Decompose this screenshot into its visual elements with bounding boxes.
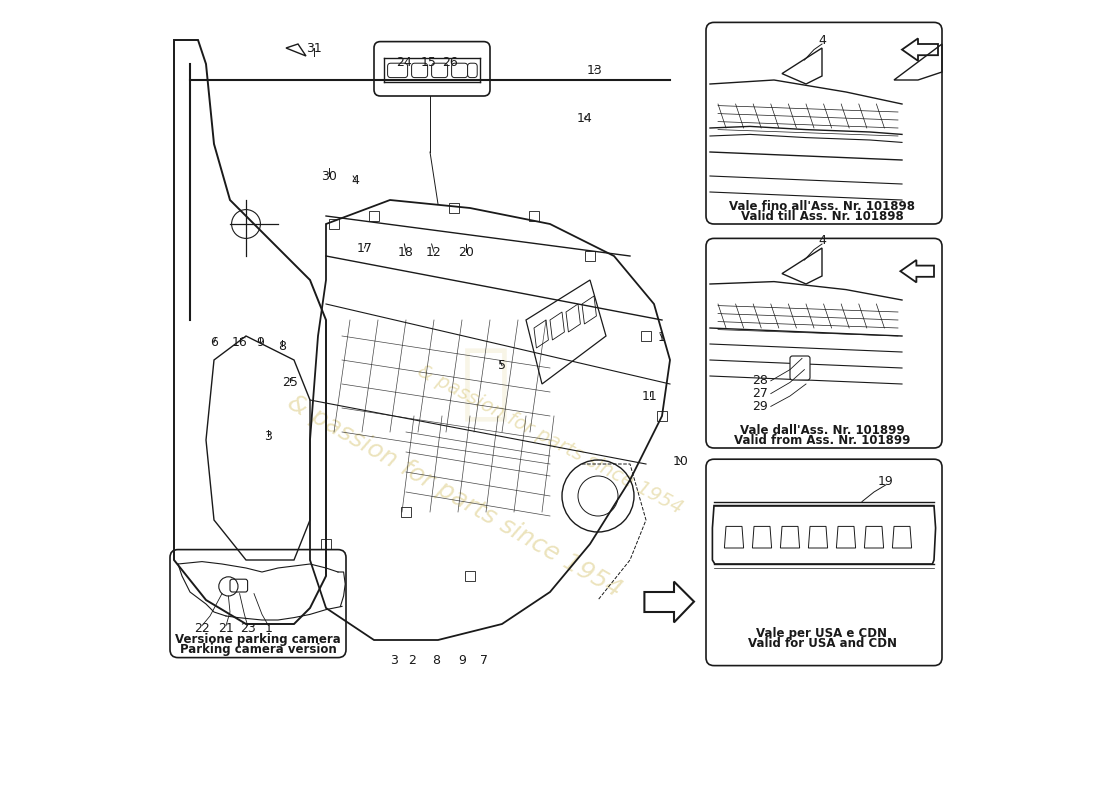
Text: 16: 16 bbox=[232, 336, 248, 349]
Text: & passion for parts since 1954: & passion for parts since 1954 bbox=[414, 362, 686, 518]
Text: & passion for parts since 1954: & passion for parts since 1954 bbox=[283, 390, 626, 602]
Text: 26: 26 bbox=[442, 56, 458, 69]
FancyBboxPatch shape bbox=[431, 63, 448, 78]
FancyBboxPatch shape bbox=[790, 356, 810, 380]
Text: 13: 13 bbox=[587, 64, 603, 77]
Text: 15: 15 bbox=[420, 56, 437, 69]
Text: 8: 8 bbox=[278, 340, 286, 353]
Text: 6: 6 bbox=[210, 336, 218, 349]
Text: Vale fino all'Ass. Nr. 101898: Vale fino all'Ass. Nr. 101898 bbox=[729, 200, 915, 213]
Text: 28: 28 bbox=[751, 374, 768, 387]
Text: 20: 20 bbox=[458, 246, 474, 258]
FancyBboxPatch shape bbox=[374, 42, 490, 96]
Text: 30: 30 bbox=[321, 170, 337, 182]
Text: Versione parking camera: Versione parking camera bbox=[175, 634, 341, 646]
Text: 27: 27 bbox=[751, 387, 768, 400]
Text: 5: 5 bbox=[498, 359, 506, 372]
Text: 19: 19 bbox=[878, 475, 894, 488]
Text: 22: 22 bbox=[194, 622, 210, 634]
FancyBboxPatch shape bbox=[170, 550, 346, 658]
FancyBboxPatch shape bbox=[387, 63, 408, 78]
Text: 7: 7 bbox=[481, 654, 488, 666]
FancyBboxPatch shape bbox=[468, 63, 477, 78]
FancyBboxPatch shape bbox=[706, 22, 942, 224]
Text: 25: 25 bbox=[282, 376, 298, 389]
Text: Valid for USA and CDN: Valid for USA and CDN bbox=[748, 637, 896, 650]
Text: 9: 9 bbox=[458, 654, 466, 666]
Text: 1: 1 bbox=[264, 622, 273, 634]
Text: Valid from Ass. Nr. 101899: Valid from Ass. Nr. 101899 bbox=[734, 434, 910, 446]
Text: 18: 18 bbox=[398, 246, 414, 258]
FancyBboxPatch shape bbox=[706, 238, 942, 448]
Text: 9: 9 bbox=[256, 336, 264, 349]
Text: 3: 3 bbox=[390, 654, 398, 666]
Text: 🐎: 🐎 bbox=[461, 343, 512, 425]
Text: 2: 2 bbox=[408, 654, 416, 666]
Text: 10: 10 bbox=[672, 455, 689, 468]
Text: Vale dall'Ass. Nr. 101899: Vale dall'Ass. Nr. 101899 bbox=[739, 424, 904, 437]
Text: Valid till Ass. Nr. 101898: Valid till Ass. Nr. 101898 bbox=[740, 210, 903, 222]
Text: 11: 11 bbox=[642, 390, 658, 402]
Text: Vale per USA e CDN: Vale per USA e CDN bbox=[757, 627, 888, 640]
FancyBboxPatch shape bbox=[411, 63, 428, 78]
Text: 1: 1 bbox=[658, 331, 666, 344]
Text: 14: 14 bbox=[576, 112, 592, 125]
Text: 3: 3 bbox=[264, 430, 273, 442]
Text: 17: 17 bbox=[356, 242, 372, 254]
Text: 8: 8 bbox=[432, 654, 440, 666]
Text: 31: 31 bbox=[306, 42, 322, 54]
Text: 23: 23 bbox=[240, 622, 255, 634]
Text: 24: 24 bbox=[396, 56, 412, 69]
Text: Parking camera version: Parking camera version bbox=[179, 643, 337, 656]
Text: 4: 4 bbox=[818, 34, 826, 46]
FancyBboxPatch shape bbox=[452, 63, 468, 78]
FancyBboxPatch shape bbox=[230, 579, 248, 592]
FancyBboxPatch shape bbox=[706, 459, 942, 666]
Text: 4: 4 bbox=[818, 234, 826, 246]
Text: 29: 29 bbox=[751, 400, 768, 413]
Text: 12: 12 bbox=[426, 246, 442, 258]
Text: 21: 21 bbox=[218, 622, 234, 634]
Text: 4: 4 bbox=[352, 174, 360, 186]
